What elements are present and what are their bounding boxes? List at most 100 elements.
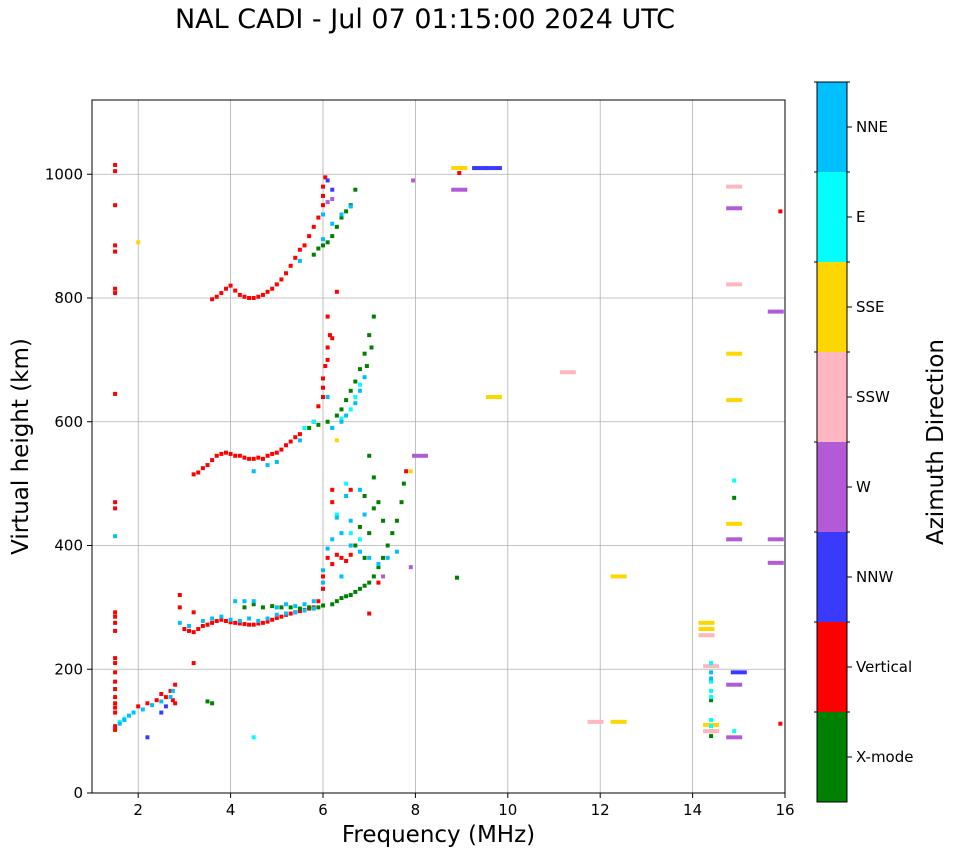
data-point-nne xyxy=(344,494,349,498)
data-point-x-mode xyxy=(381,518,386,523)
data-point-x-mode xyxy=(344,594,349,599)
data-point-nne xyxy=(131,710,136,715)
data-point-w xyxy=(412,453,429,458)
data-point-x-mode xyxy=(344,398,349,403)
data-point-e xyxy=(709,688,714,693)
data-point-vertical xyxy=(297,432,302,437)
data-point-nne xyxy=(321,580,325,585)
data-point-x-mode xyxy=(334,413,339,418)
data-point-vertical xyxy=(297,609,302,614)
data-point-vertical xyxy=(260,620,265,625)
data-point-vertical xyxy=(191,661,196,666)
data-point-vertical xyxy=(334,289,339,294)
data-point-nnw xyxy=(472,166,489,171)
data-point-x-mode xyxy=(339,596,344,601)
data-point-nne xyxy=(274,605,279,610)
data-point-vertical xyxy=(284,443,289,448)
data-point-vertical xyxy=(237,621,242,626)
data-point-vertical xyxy=(113,705,118,710)
data-point-vertical xyxy=(113,679,118,684)
data-point-vertical xyxy=(113,661,118,666)
data-point-nne xyxy=(334,515,339,520)
data-point-x-mode xyxy=(394,518,399,523)
y-tick-label: 800 xyxy=(54,289,83,307)
data-point-x-mode xyxy=(390,531,395,536)
data-point-x-mode xyxy=(334,224,339,229)
data-point-nne xyxy=(219,614,224,619)
data-point-vertical xyxy=(256,455,261,460)
data-point-vertical xyxy=(274,615,279,620)
data-point-w xyxy=(330,197,335,201)
data-point-x-mode xyxy=(371,574,376,579)
data-point-x-mode xyxy=(344,209,349,214)
data-point-nne xyxy=(325,395,330,399)
data-point-nne xyxy=(251,469,256,474)
colorbar-label: SSW xyxy=(856,388,890,406)
data-point-vertical xyxy=(113,701,118,706)
data-point-vertical xyxy=(260,292,265,297)
data-point-vertical xyxy=(113,670,118,675)
data-point-vertical xyxy=(113,500,118,505)
data-point-e xyxy=(348,531,353,536)
colorbar-label: Vertical xyxy=(856,658,912,676)
data-point-x-mode xyxy=(330,602,335,607)
data-point-vertical xyxy=(348,552,353,557)
data-point-vertical xyxy=(173,682,178,687)
data-point-x-mode xyxy=(399,500,404,505)
data-point-vertical xyxy=(223,286,228,291)
data-point-vertical xyxy=(196,470,201,475)
data-point-nne xyxy=(321,212,325,217)
data-point-vertical xyxy=(316,599,321,604)
data-point-nne xyxy=(284,611,289,616)
data-point-x-mode xyxy=(205,699,210,704)
data-point-vertical xyxy=(214,618,219,623)
data-point-x-mode xyxy=(307,425,312,430)
data-point-w xyxy=(726,206,743,211)
colorbar-segment xyxy=(817,82,847,172)
data-point-vertical xyxy=(260,456,265,461)
data-point-nne xyxy=(321,237,325,242)
data-point-x-mode xyxy=(369,345,374,350)
colorbar-segment xyxy=(817,442,847,532)
data-point-x-mode xyxy=(311,252,316,257)
data-point-e xyxy=(732,729,737,734)
data-point-vertical xyxy=(173,701,178,706)
data-point-x-mode xyxy=(316,422,321,427)
data-point-vertical xyxy=(113,628,118,633)
data-point-vertical xyxy=(237,292,242,297)
data-point-vertical xyxy=(251,456,256,461)
data-point-w xyxy=(726,682,743,687)
data-point-x-mode xyxy=(279,605,284,610)
data-point-vertical xyxy=(321,395,325,399)
chart-title: NAL CADI - Jul 07 01:15:00 2024 UTC xyxy=(174,4,676,35)
data-point-nne xyxy=(348,518,353,523)
data-point-vertical xyxy=(330,336,335,341)
data-point-vertical xyxy=(163,695,168,700)
data-point-vertical xyxy=(270,286,275,291)
y-axis-label: Virtual height (km) xyxy=(8,338,34,555)
data-point-e xyxy=(732,478,737,483)
data-point-x-mode xyxy=(709,698,714,703)
data-point-x-mode xyxy=(321,243,325,248)
data-point-e xyxy=(339,416,344,421)
data-point-x-mode xyxy=(288,605,293,610)
data-point-w xyxy=(408,565,413,570)
data-point-vertical xyxy=(321,203,325,208)
data-point-x-mode xyxy=(260,605,265,610)
data-point-vertical xyxy=(288,611,293,616)
data-point-nne xyxy=(348,204,353,209)
data-point-vertical xyxy=(113,620,118,625)
data-point-vertical xyxy=(256,294,261,299)
data-point-nne xyxy=(357,549,362,554)
data-point-nne xyxy=(177,620,182,625)
data-point-vertical xyxy=(113,724,118,729)
data-point-nnw xyxy=(485,166,502,171)
data-point-x-mode xyxy=(251,602,256,607)
data-point-vertical xyxy=(270,451,275,456)
data-point-vertical xyxy=(265,289,270,294)
colorbar-segment xyxy=(817,172,847,262)
data-point-vertical xyxy=(113,286,118,291)
data-point-nne xyxy=(311,599,316,604)
x-tick-label: 8 xyxy=(411,801,421,819)
colorbar-label: SSE xyxy=(856,298,885,316)
